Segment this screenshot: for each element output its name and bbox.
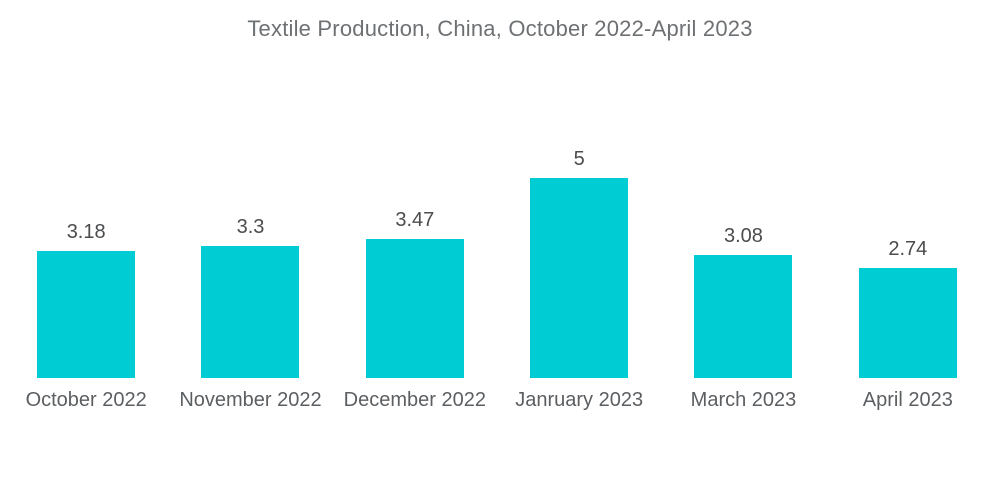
bar-value-label: 5 xyxy=(573,148,585,170)
bar-column: 2.74 April 2023 xyxy=(826,146,990,414)
category-label: November 2022 xyxy=(179,389,322,411)
bar-value-label: 2.74 xyxy=(888,238,928,261)
category-label: Janruary 2023 xyxy=(515,389,644,411)
bar-value-label: 3.08 xyxy=(724,224,763,247)
bar-value-label: 3.47 xyxy=(395,209,435,232)
category-label: December 2022 xyxy=(343,389,486,411)
bar xyxy=(365,239,464,378)
bar-column: 3.18 October 2022 xyxy=(4,146,168,414)
bar-chart: 3.18 October 2022 3.3 November 2022 3.47… xyxy=(0,146,1000,414)
bar xyxy=(201,246,300,378)
category-label: April 2023 xyxy=(862,389,953,411)
bar-column: 3.3 November 2022 xyxy=(168,146,332,414)
bar-column: 3.08 March 2023 xyxy=(661,146,825,414)
bar xyxy=(530,178,629,378)
chart-title: Textile Production, China, October 2022-… xyxy=(247,16,753,41)
bar-column: 5 Janruary 2023 xyxy=(497,146,661,414)
bar-value-label: 3.3 xyxy=(236,216,265,238)
bar xyxy=(37,250,136,378)
bar-column: 3.47 December 2022 xyxy=(333,146,497,414)
bar-value-label: 3.18 xyxy=(66,220,106,243)
category-label: October 2022 xyxy=(25,389,147,411)
bar xyxy=(858,268,957,378)
category-label: March 2023 xyxy=(690,389,797,411)
bar xyxy=(694,254,793,378)
